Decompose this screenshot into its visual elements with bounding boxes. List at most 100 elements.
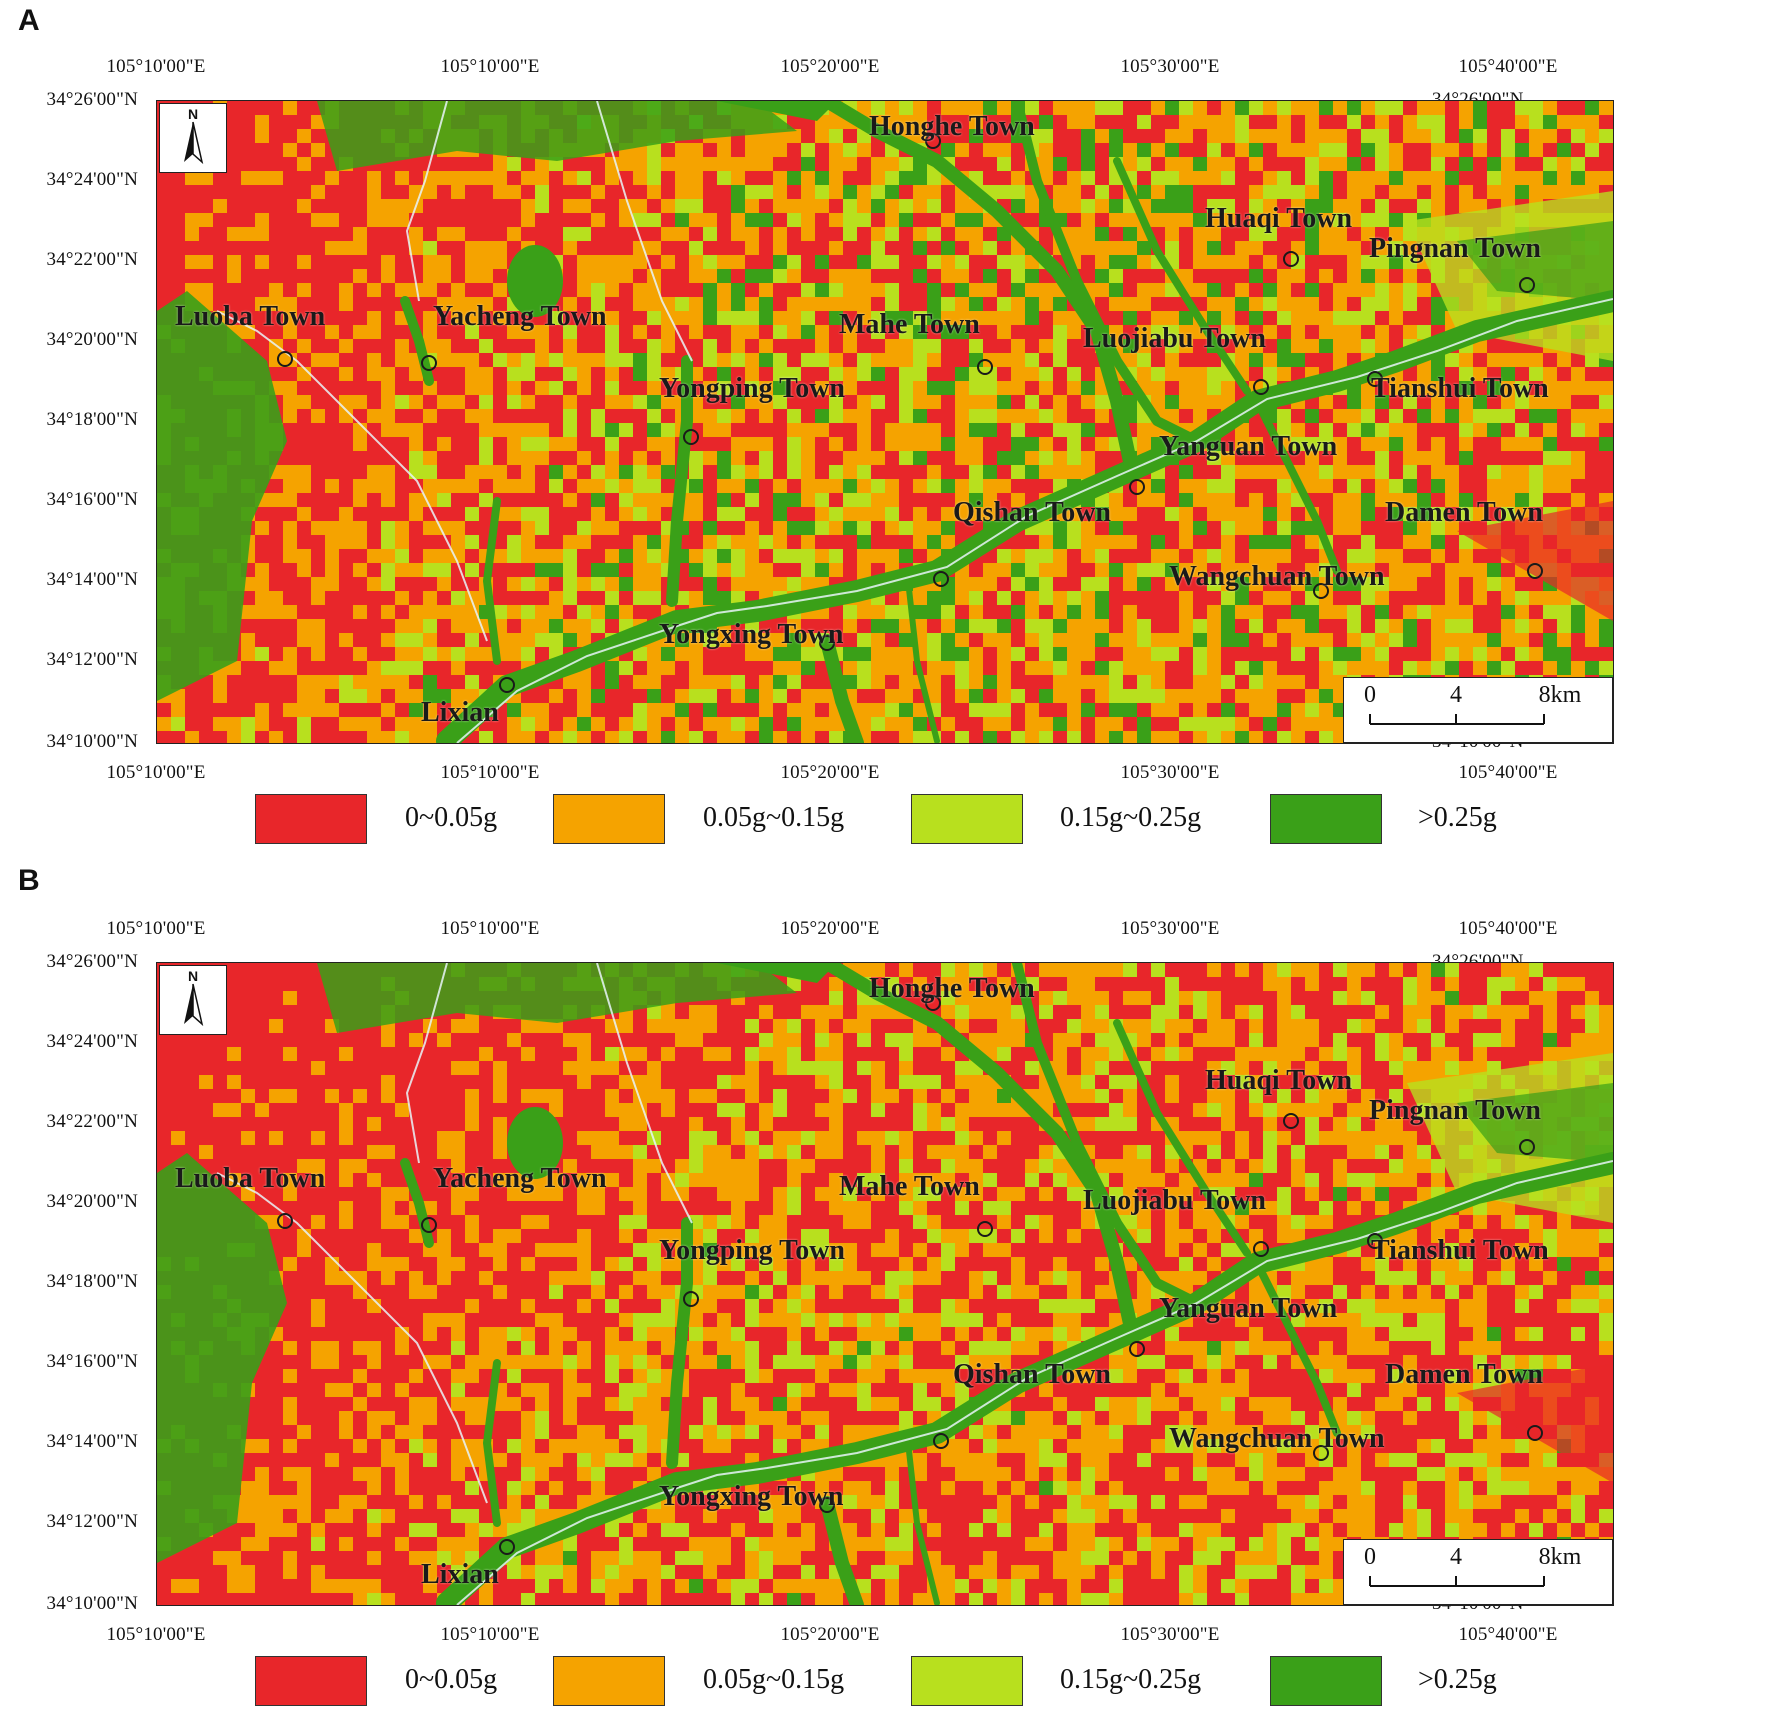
raster-cell xyxy=(759,171,774,186)
raster-cell xyxy=(507,185,522,200)
raster-cell xyxy=(1277,325,1292,340)
raster-cell xyxy=(269,591,284,606)
raster-cell xyxy=(1123,675,1138,690)
raster-cell xyxy=(1319,633,1334,648)
raster-cell xyxy=(857,255,872,270)
raster-cell xyxy=(913,717,928,732)
raster-cell xyxy=(1039,633,1054,648)
raster-cell xyxy=(1137,591,1152,606)
raster-cell xyxy=(1291,115,1306,130)
raster-cell xyxy=(297,437,312,452)
raster-cell xyxy=(353,507,368,522)
raster-cell xyxy=(927,381,942,396)
raster-cell xyxy=(661,199,676,214)
raster-cell xyxy=(801,339,816,354)
raster-cell xyxy=(1053,451,1068,466)
raster-cell xyxy=(801,213,816,228)
raster-cell xyxy=(199,227,214,242)
raster-cell xyxy=(213,185,228,200)
raster-cell xyxy=(1207,605,1222,620)
raster-cell xyxy=(1123,731,1138,743)
raster-cell xyxy=(787,325,802,340)
raster-cell xyxy=(1207,647,1222,662)
raster-cell xyxy=(605,381,620,396)
raster-cell xyxy=(647,409,662,424)
raster-cell xyxy=(1361,633,1376,648)
raster-cell xyxy=(1235,269,1250,284)
raster-cell xyxy=(395,409,410,424)
raster-cell xyxy=(605,661,620,676)
raster-cell xyxy=(1137,605,1152,620)
raster-cell xyxy=(969,451,984,466)
raster-cell xyxy=(1473,143,1488,158)
raster-cell xyxy=(829,227,844,242)
raster-cell xyxy=(1529,115,1544,130)
raster-cell xyxy=(1193,717,1208,732)
lat-label-left: 34°26'00"N xyxy=(0,89,138,111)
raster-cell xyxy=(605,591,620,606)
raster-cell xyxy=(1025,619,1040,634)
raster-cell xyxy=(1501,633,1516,648)
raster-cell xyxy=(297,129,312,144)
raster-cell xyxy=(1095,395,1110,410)
raster-cell xyxy=(1123,591,1138,606)
raster-cell xyxy=(1473,633,1488,648)
raster-cell xyxy=(185,171,200,186)
raster-cell xyxy=(1025,213,1040,228)
raster-cell xyxy=(1123,619,1138,634)
raster-cell xyxy=(465,423,480,438)
raster-cell xyxy=(1473,157,1488,172)
raster-cell xyxy=(717,591,732,606)
raster-cell xyxy=(297,353,312,368)
raster-cell xyxy=(675,241,690,256)
raster-cell xyxy=(395,577,410,592)
raster-cell xyxy=(717,479,732,494)
raster-cell xyxy=(1291,339,1306,354)
raster-cell xyxy=(605,227,620,242)
raster-cell xyxy=(325,661,340,676)
raster-cell xyxy=(507,647,522,662)
raster-cell xyxy=(843,409,858,424)
raster-cell xyxy=(605,185,620,200)
raster-cell xyxy=(759,199,774,214)
raster-cell xyxy=(1039,381,1054,396)
raster-cell xyxy=(647,535,662,550)
raster-cell xyxy=(1571,605,1586,620)
raster-cell xyxy=(213,269,228,284)
raster-cell xyxy=(1361,465,1376,480)
raster-cell xyxy=(1571,129,1586,144)
raster-cell xyxy=(1501,563,1516,578)
raster-cell xyxy=(1137,633,1152,648)
raster-cell xyxy=(465,381,480,396)
raster-cell xyxy=(1179,591,1194,606)
raster-cell xyxy=(563,717,578,732)
raster-cell xyxy=(255,199,270,214)
raster-cell xyxy=(1221,507,1236,522)
raster-cell xyxy=(1417,143,1432,158)
raster-cell xyxy=(955,675,970,690)
raster-cell xyxy=(1067,731,1082,743)
raster-cell xyxy=(1473,437,1488,452)
raster-cell xyxy=(1235,297,1250,312)
raster-cell xyxy=(283,605,298,620)
raster-cell xyxy=(1165,367,1180,382)
raster-cell xyxy=(1249,465,1264,480)
raster-cell xyxy=(787,661,802,676)
raster-cell xyxy=(647,591,662,606)
raster-cell xyxy=(325,535,340,550)
raster-cell xyxy=(1263,283,1278,298)
raster-cell xyxy=(801,241,816,256)
raster-cell xyxy=(255,255,270,270)
raster-cell xyxy=(1291,269,1306,284)
raster-cell xyxy=(605,297,620,312)
raster-cell xyxy=(563,549,578,564)
raster-cell xyxy=(563,339,578,354)
raster-cell xyxy=(213,241,228,256)
raster-cell xyxy=(1039,549,1054,564)
raster-cell xyxy=(1417,661,1432,676)
raster-cell xyxy=(395,675,410,690)
raster-cell xyxy=(703,227,718,242)
raster-cell xyxy=(535,521,550,536)
